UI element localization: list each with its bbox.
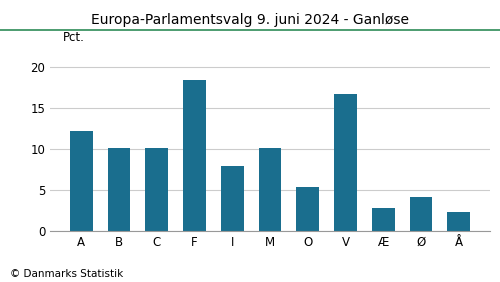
Bar: [448, 212, 470, 231]
Text: © Danmarks Statistik: © Danmarks Statistik: [10, 269, 123, 279]
Text: Europa-Parlamentsvalg 9. juni 2024 - Ganløse: Europa-Parlamentsvalg 9. juni 2024 - Gan…: [91, 13, 409, 27]
Bar: [70, 131, 92, 231]
Bar: [108, 148, 130, 231]
Bar: [372, 208, 394, 231]
Bar: [183, 80, 206, 231]
Bar: [410, 197, 432, 231]
Bar: [146, 148, 168, 231]
Bar: [296, 187, 319, 231]
Bar: [334, 94, 357, 231]
Bar: [221, 166, 244, 231]
Text: Pct.: Pct.: [62, 31, 84, 44]
Bar: [258, 148, 281, 231]
